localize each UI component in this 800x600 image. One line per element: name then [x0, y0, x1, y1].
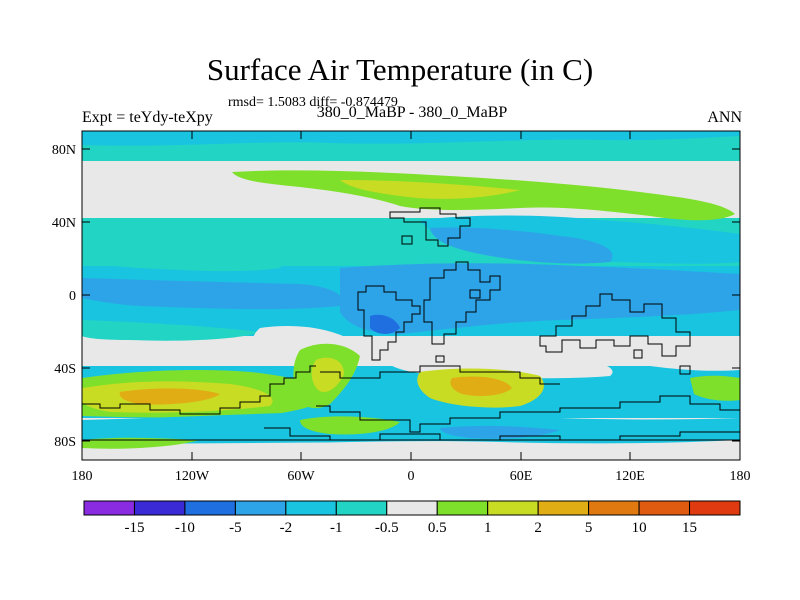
lat-label: 80N	[52, 143, 76, 158]
colorbar-label: -2	[280, 520, 293, 536]
season-label: ANN	[707, 109, 742, 126]
lon-label: 120E	[615, 469, 645, 484]
lon-label: 180	[72, 469, 93, 484]
coast-south-america	[357, 285, 421, 361]
south-warm-belt-west-hot	[119, 388, 220, 405]
colorbar-label: 10	[632, 520, 647, 536]
colorbar-swatch	[638, 500, 691, 516]
coast-eurasia	[389, 207, 471, 247]
coast-antarctica-east	[316, 395, 740, 433]
colorbar-label: 0.5	[428, 520, 447, 536]
colorbar-swatch	[689, 500, 741, 516]
lon-label: 120W	[175, 469, 210, 484]
eurasia-cold	[430, 227, 613, 264]
coastlines	[82, 207, 740, 441]
stats-label: rmsd= 1.5083 diff= -0.874479	[228, 95, 398, 110]
map-title: Surface Air Temperature (in C)	[206, 52, 594, 87]
coast-islands	[401, 235, 691, 375]
south-pacific-cool	[82, 320, 260, 341]
coast-antarctica-west	[82, 365, 316, 415]
lon-label: 60E	[510, 469, 533, 484]
antarctic-grey	[82, 442, 740, 460]
colorbar-label: -5	[229, 520, 242, 536]
colorbar-swatch	[436, 500, 489, 516]
coast-southern-ring	[320, 365, 560, 385]
lon-label: 180	[730, 469, 751, 484]
experiment-label: Expt = teYdy-teXpy	[82, 109, 213, 126]
colorbar-swatch	[487, 500, 539, 516]
colorbar-label: 15	[682, 520, 697, 536]
lat-label: 40N	[52, 216, 76, 231]
coast-asia-pacific	[539, 293, 691, 357]
south-america-warm-core	[311, 357, 344, 393]
lon-labels: 180 120W 60W 0 60E 120E 180	[72, 469, 751, 484]
south-warm-belt-indian	[690, 375, 740, 401]
colorbar-label: -1	[330, 520, 343, 536]
temperature-field	[82, 131, 740, 460]
sub-grey-indian	[628, 336, 740, 371]
colorbar-swatch	[386, 500, 438, 516]
tropical-cold-west	[82, 278, 343, 310]
lat-label: 40S	[54, 362, 76, 377]
period-label: 380_0_MaBP - 380_0_MaBP	[316, 104, 508, 121]
lat-label: 80S	[54, 435, 76, 450]
axis-ticks	[81, 131, 741, 460]
atlantic-cool	[82, 228, 283, 272]
colorbar-label: 5	[585, 520, 593, 536]
colorbar-swatch	[83, 500, 135, 516]
colorbar-swatch	[335, 500, 388, 516]
southern-ocean-cold	[82, 411, 740, 445]
colorbar-label: -15	[124, 520, 144, 536]
colorbar-swatch	[234, 500, 287, 516]
south-warm-belt-africa-hot	[450, 376, 512, 396]
colorbar-swatch	[588, 500, 640, 516]
colorbar-swatch	[184, 500, 236, 516]
lat-label: 0	[69, 289, 76, 304]
tropical-cold-central	[340, 263, 740, 334]
antarctic-warm-patch	[300, 416, 400, 435]
coast-africa	[423, 261, 501, 345]
lat-labels: 80N 40N 0 40S 80S	[52, 143, 76, 450]
colorbar-label: -10	[175, 520, 195, 536]
colorbar-label: 2	[534, 520, 542, 536]
colorbar-label: -0.5	[375, 520, 399, 536]
colorbar-swatch	[537, 500, 590, 516]
colorbar: -15 -10 -5 -2 -1 -0.5 0.5 1 2 5 10 15	[83, 500, 741, 536]
colorbar-swatch	[285, 500, 337, 516]
southern-ocean-colder	[440, 425, 560, 439]
tropical-coldest	[370, 314, 400, 334]
lon-label: 60W	[287, 469, 315, 484]
north-warm-core	[340, 180, 520, 199]
lon-label: 0	[408, 469, 415, 484]
colorbar-swatch	[133, 500, 186, 516]
colorbar-label: 1	[484, 520, 492, 536]
